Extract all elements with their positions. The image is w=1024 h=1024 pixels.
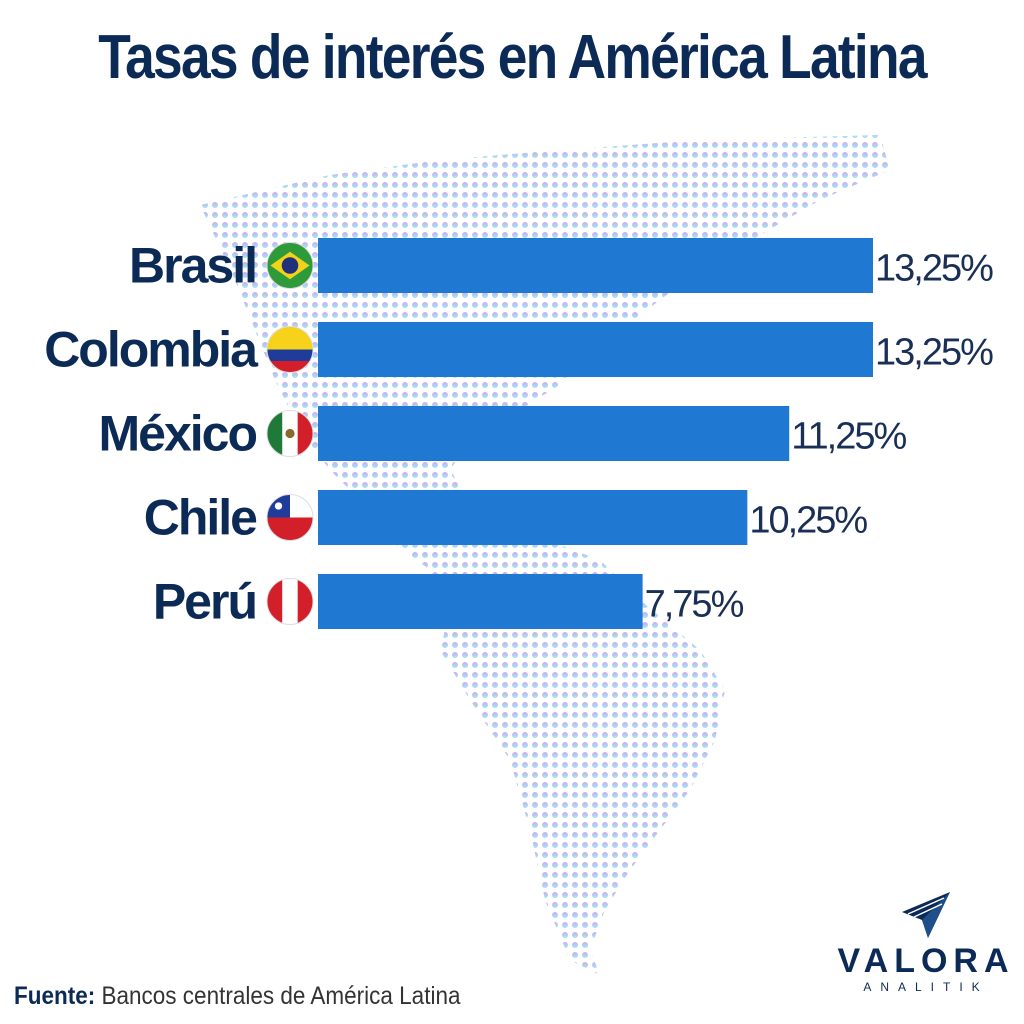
mexico-flag-icon [266, 410, 314, 457]
source-note: Fuente: Bancos centrales de América Lati… [14, 982, 460, 1011]
value-label-4: 7,75% [645, 584, 744, 626]
category-label-1: Colombia [44, 322, 259, 378]
brand-subtitle: ANALITIK [863, 980, 989, 994]
bar-4 [318, 574, 643, 629]
category-label-4: Perú [153, 574, 256, 630]
page-title: Tasas de interés en América Latina [98, 23, 927, 92]
bar-3 [318, 490, 748, 545]
category-label-0: Brasil [129, 238, 256, 294]
colombia-flag-icon [266, 326, 314, 373]
category-label-2: México [98, 406, 256, 462]
brand-mark-icon [902, 892, 950, 938]
bar-2 [318, 406, 790, 461]
source-text: Bancos centrales de América Latina [101, 982, 461, 1010]
value-label-1: 13,25% [875, 332, 993, 374]
bar-1 [318, 322, 873, 377]
category-label-3: Chile [144, 490, 257, 546]
bar-0 [318, 238, 873, 293]
brand-name: VALORA [837, 942, 1015, 980]
value-label-2: 11,25% [791, 416, 906, 458]
source-label: Fuente: [14, 982, 96, 1010]
peru-flag-icon [266, 578, 314, 625]
chile-flag-icon [266, 494, 314, 541]
brazil-flag-icon [266, 242, 314, 289]
value-label-0: 13,25% [875, 248, 993, 290]
brand-logo: VALORA ANALITIK [836, 890, 1016, 1000]
value-label-3: 10,25% [749, 500, 867, 542]
